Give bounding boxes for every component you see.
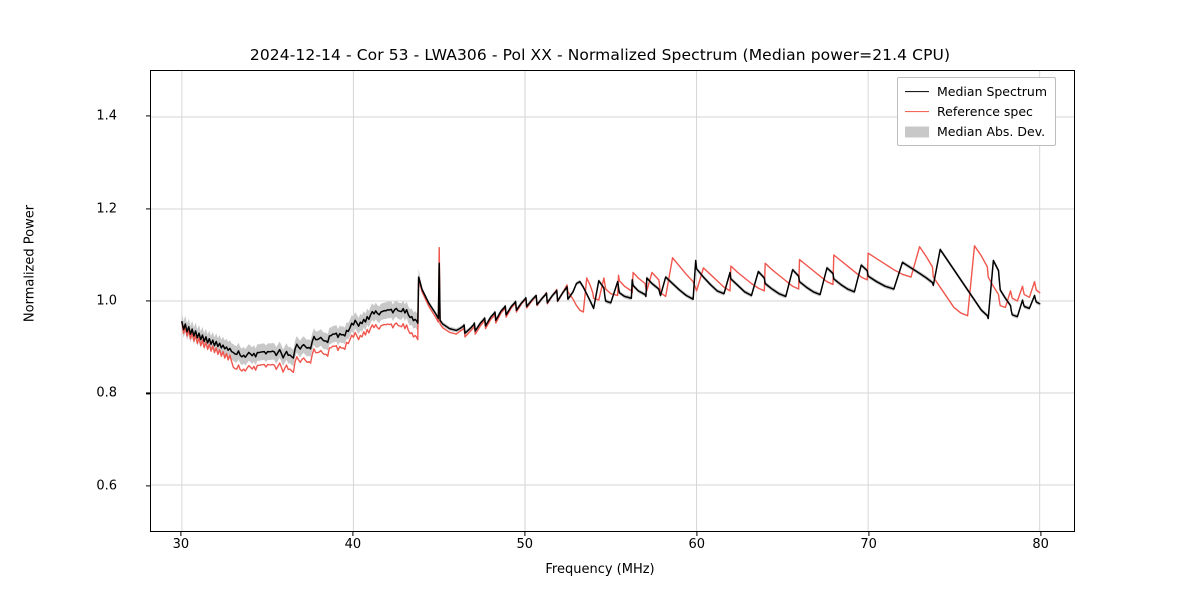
x-tick-mark [868,532,870,536]
x-tick-mark [180,532,182,536]
legend: Median Spectrum Reference spec Median Abs.… [897,77,1057,146]
y-tick-mark [146,300,150,302]
x-tick-label: 50 [516,537,534,552]
plot-area [150,70,1075,532]
y-tick-label: 0.6 [96,478,117,494]
y-axis-label: Normalized Power [22,204,38,323]
x-tick-mark [524,532,526,536]
y-tick-mark [146,392,150,394]
legend-line-swatch [905,86,929,98]
y-tick-mark [146,208,150,210]
x-tick-label: 80 [1032,537,1049,552]
line-glyph [905,110,929,113]
y-tick-label: 1.0 [96,293,117,309]
legend-patch-swatch [905,126,929,138]
x-tick-label: 30 [172,537,190,552]
chart-title: 2024-12-14 - Cor 53 - LWA306 - Pol XX - … [249,46,951,64]
legend-item[interactable]: Reference spec [905,104,1047,119]
y-tick-mark [146,485,150,487]
line-glyph [905,90,929,93]
x-tick-mark [696,532,698,536]
y-tick-label: 1.4 [96,108,117,124]
legend-line-swatch [905,106,929,118]
x-axis-label: Frequency (MHz) [545,562,655,577]
median-abs-dev-band [181,247,1040,367]
y-tick-mark [146,115,150,117]
grid-layer [151,71,1074,531]
x-tick-label: 60 [688,537,706,552]
legend-item[interactable]: Median Spectrum [905,84,1047,99]
x-tick-label: 70 [860,537,877,552]
x-tick-mark [1040,532,1042,536]
legend-label: Median Abs. Dev. [937,124,1046,139]
legend-label: Median Spectrum [937,84,1048,99]
data-layer [151,71,1074,531]
y-tick-label: 1.2 [96,201,117,217]
legend-item[interactable]: Median Abs. Dev. [905,124,1047,139]
reference-spec-line [182,246,1040,372]
legend-label: Reference spec [937,104,1033,119]
x-tick-label: 40 [344,537,362,552]
x-tick-mark [352,532,354,536]
y-tick-label: 0.8 [96,385,117,401]
median-spectrum-line [182,249,1040,358]
patch-glyph [905,126,929,137]
